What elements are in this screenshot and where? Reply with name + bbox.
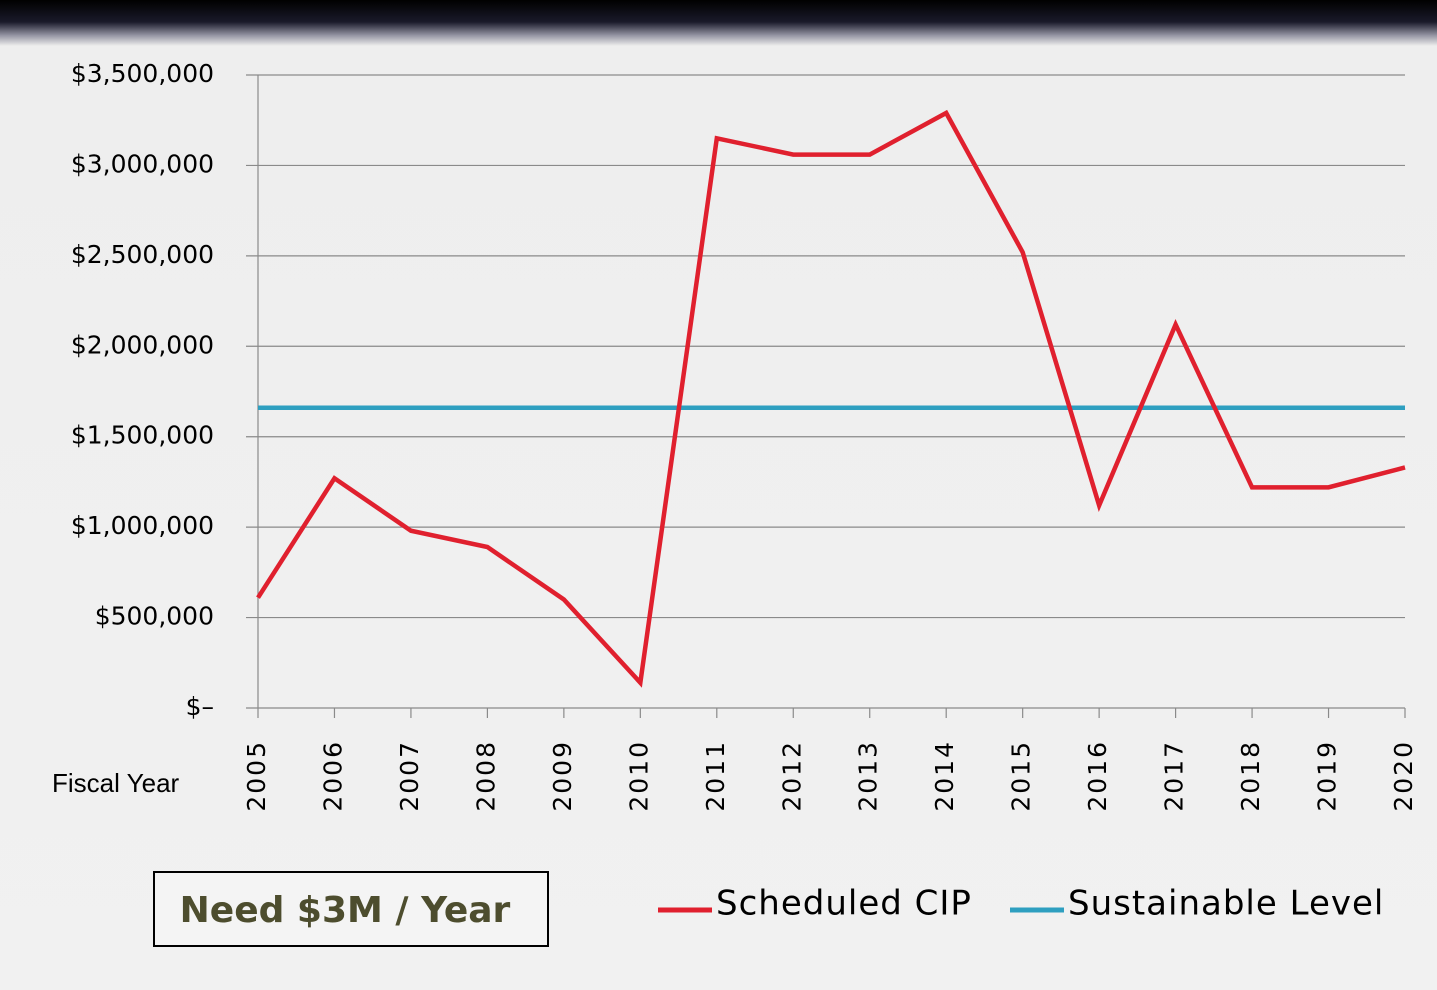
- y-tick-label: $3,000,000: [71, 149, 214, 178]
- y-tick-label: $500,000: [95, 602, 214, 631]
- x-tick-label: 2013: [854, 740, 883, 812]
- legend-label: Sustainable Level: [1068, 884, 1384, 924]
- x-tick-label: 2016: [1083, 740, 1112, 812]
- legend-label: Scheduled CIP: [716, 884, 972, 924]
- annotation: Need $3M / Year: [180, 890, 511, 931]
- x-tick-label: 2019: [1313, 740, 1342, 812]
- y-tick-label: $–: [186, 692, 214, 721]
- x-tick-label: 2020: [1389, 740, 1418, 812]
- x-axis-label: Fiscal Year: [52, 768, 180, 798]
- x-tick-label: 2014: [930, 740, 959, 812]
- x-tick-label: 2005: [242, 740, 271, 812]
- x-tick-label: 2012: [777, 740, 806, 812]
- annotation-box: [153, 871, 549, 947]
- x-tick-label: 2006: [318, 740, 347, 812]
- x-tick-label: 2018: [1236, 740, 1265, 812]
- x-tick-label: 2008: [471, 740, 500, 812]
- series-line: [256, 109, 1406, 688]
- x-tick-label: 2011: [701, 740, 730, 812]
- x-tick-label: 2007: [395, 740, 424, 812]
- x-tick-label: 2015: [1007, 740, 1036, 812]
- y-tick-label: $2,000,000: [71, 330, 214, 359]
- y-tick-label: $1,000,000: [71, 511, 214, 540]
- x-tick-label: 2017: [1160, 740, 1189, 812]
- y-tick-label: $3,500,000: [71, 59, 214, 88]
- x-tick-label: 2010: [624, 740, 653, 812]
- y-tick-label: $2,500,000: [71, 240, 214, 269]
- y-tick-label: $1,500,000: [71, 421, 214, 450]
- x-tick-label: 2009: [548, 740, 577, 812]
